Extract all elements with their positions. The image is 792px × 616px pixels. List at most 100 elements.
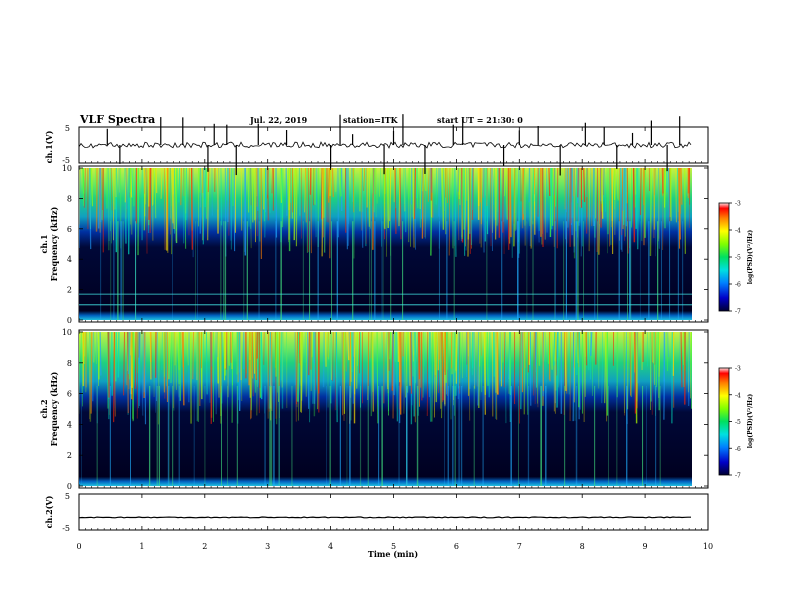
spectral-streak [181, 168, 182, 205]
spectral-streak [655, 332, 656, 365]
spectral-streak [630, 332, 631, 396]
spectral-streak [290, 168, 291, 203]
spectral-streak [340, 168, 341, 196]
spectral-streak [472, 168, 473, 245]
ch1-colorbar: -3-4-5-6-7 log(PSD)(V²/Hz) [719, 201, 754, 316]
spectral-streak [685, 168, 686, 254]
spectral-streak [462, 168, 463, 239]
spectral-streak [377, 332, 378, 423]
spectral-streak [478, 332, 479, 405]
ch1-spectrogram-ylabel: Frequency (kHz) [49, 206, 59, 281]
x-tick-label: 1 [139, 542, 144, 551]
spectral-streak [405, 168, 406, 232]
spectral-streak [353, 168, 354, 212]
spectral-streak [549, 168, 550, 196]
spectral-streak [281, 168, 282, 203]
spectral-streak [156, 168, 157, 193]
spectral-streak [664, 332, 665, 420]
colorbar-tick-label: -3 [735, 366, 741, 373]
spectral-streak [172, 168, 173, 223]
y-tick-label: 4 [67, 420, 72, 429]
spectral-streak [132, 332, 133, 388]
spectral-streak [205, 168, 206, 207]
spectral-streak [624, 332, 625, 415]
ch1-colorbar-label: log(PSD)(V²/Hz) [747, 230, 754, 285]
spectral-streak [504, 332, 505, 387]
spectral-streak [411, 332, 412, 394]
spectral-streak [468, 332, 469, 356]
y-tick-label: 6 [67, 225, 72, 234]
spectral-streak [494, 332, 495, 377]
spectral-streak [93, 332, 94, 401]
spectral-streak [557, 332, 558, 408]
spectral-streak [496, 168, 497, 240]
ch1-waveform-ylabel: ch.1(V) [44, 130, 54, 163]
colorbar-tick-label: -5 [735, 255, 741, 262]
spectral-streak [176, 332, 177, 390]
spectral-streak [396, 168, 397, 208]
spectral-streak [573, 332, 574, 421]
y-tick-label: 0 [67, 316, 72, 325]
spectral-streak [447, 168, 448, 203]
spectral-streak [466, 168, 467, 250]
ch2-colorbar-ticks: -3-4-5-6-7 [729, 366, 741, 480]
spectral-streak [487, 332, 488, 386]
x-tick-label: 3 [265, 542, 270, 551]
xaxis-label: Time (min) [368, 549, 418, 559]
y-tick-label: 8 [67, 359, 72, 368]
spectral-streak [641, 168, 642, 215]
spectral-streak [135, 332, 136, 389]
x-tick-label: 2 [202, 542, 207, 551]
spectral-streak [193, 332, 194, 379]
x-tick-label: 0 [76, 542, 81, 551]
spectral-streak [264, 168, 265, 209]
x-tick-label: 9 [643, 542, 648, 551]
spectral-streak [464, 168, 465, 256]
spectral-streak [227, 168, 228, 200]
spectral-streak [116, 332, 117, 381]
spectral-streak [139, 332, 140, 408]
spectral-streak [565, 332, 566, 391]
spectral-streak [430, 168, 431, 200]
ch1-colorbar-ticks: -3-4-5-6-7 [729, 201, 741, 316]
spectral-streak [530, 168, 531, 246]
spectral-streak [584, 168, 585, 202]
colorbar-tick-label: -5 [735, 419, 741, 426]
spectral-streak [255, 168, 256, 242]
date-label: Jul. 22, 2019 [249, 115, 308, 125]
spectral-streak [129, 332, 130, 374]
spectral-streak [440, 332, 441, 360]
ch2-waveform-ytick-bottom: -5 [62, 524, 70, 533]
spectral-streak [495, 168, 496, 220]
spectral-streak [326, 332, 327, 367]
y-tick-label: 6 [67, 390, 72, 399]
spectral-streak [432, 332, 433, 422]
spectral-streak [83, 168, 84, 194]
spectral-streak [469, 168, 470, 234]
spectral-streak [348, 332, 349, 360]
spectral-streak [636, 168, 637, 229]
colorbar-tick-label: -6 [735, 446, 741, 453]
spectral-streak [150, 168, 151, 233]
spectral-streak [409, 168, 410, 199]
chart-title: VLF Spectra [79, 113, 155, 126]
spectral-streak [128, 332, 129, 415]
spectral-streak [240, 332, 241, 411]
ch2-colorbar: -3-4-5-6-7 log(PSD)(V²/Hz) [719, 366, 754, 480]
spectral-streak [183, 332, 184, 405]
ch2-colorbar-label: log(PSD)(V²/Hz) [747, 394, 754, 449]
spectral-streak [510, 168, 511, 237]
spectral-streak [137, 332, 138, 419]
spectral-streak [551, 332, 552, 370]
spectral-streak [390, 332, 391, 359]
y-tick-label: 10 [62, 164, 72, 173]
spectral-streak [681, 168, 682, 205]
spectral-streak [324, 332, 325, 387]
spectral-streak [309, 332, 310, 375]
spectral-streak [592, 332, 593, 396]
colorbar-tick-label: -3 [735, 201, 741, 208]
spectral-streak [325, 168, 326, 252]
colorbar-tick-label: -7 [735, 473, 741, 480]
spectral-streak [294, 168, 295, 240]
y-tick-label: 10 [62, 328, 72, 337]
